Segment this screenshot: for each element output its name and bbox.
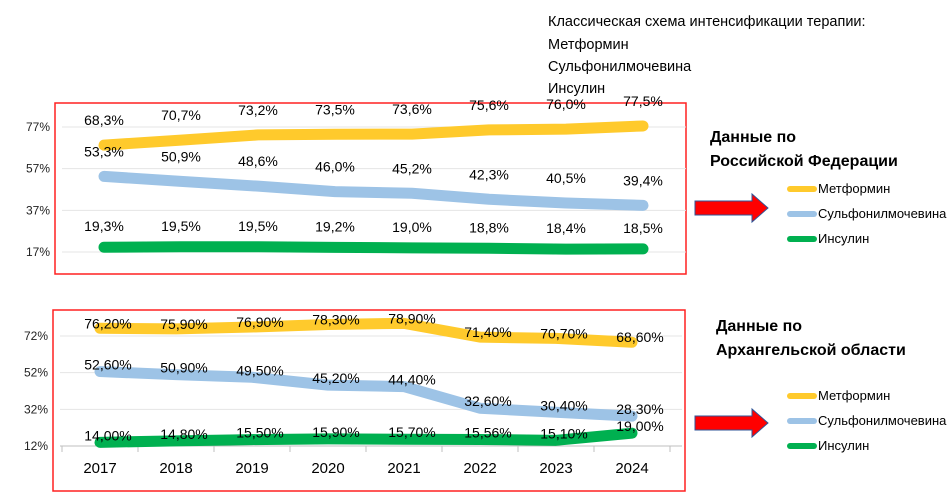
data-label: 15,56% bbox=[464, 424, 511, 440]
data-label: 53,3% bbox=[84, 143, 124, 159]
series-line-1 bbox=[94, 317, 638, 348]
data-label: 15,90% bbox=[312, 424, 359, 440]
data-label: 77,5% bbox=[623, 93, 663, 109]
data-label: 39,4% bbox=[623, 172, 663, 188]
data-label: 73,5% bbox=[315, 101, 355, 117]
x-tick-label: 2017 bbox=[83, 460, 116, 477]
data-label: 18,4% bbox=[546, 220, 586, 236]
legend-label: Инсулин bbox=[818, 231, 869, 246]
x-tick-label: 2020 bbox=[311, 460, 344, 477]
data-label: 75,6% bbox=[469, 97, 509, 113]
data-label: 14,00% bbox=[84, 427, 131, 443]
data-label: 19,00% bbox=[616, 418, 663, 434]
data-label: 14,80% bbox=[160, 426, 207, 442]
y-tick-label: 57% bbox=[26, 162, 50, 176]
series-line-3 bbox=[94, 427, 638, 448]
data-label: 73,2% bbox=[238, 102, 278, 118]
data-label: 19,5% bbox=[238, 218, 278, 234]
data-label: 15,50% bbox=[236, 425, 283, 441]
chart-2: 12% 32% 52% 72% 2017 2018 2019 2020 2021 2022 2023… bbox=[24, 309, 947, 492]
data-label: 18,8% bbox=[469, 219, 509, 235]
series-line-2 bbox=[94, 366, 638, 422]
y-tick-label: 37% bbox=[26, 203, 50, 217]
data-label: 76,20% bbox=[84, 315, 131, 331]
data-label: 50,9% bbox=[161, 148, 201, 164]
y-tick-label: 17% bbox=[26, 245, 50, 259]
y-tick-label: 12% bbox=[24, 439, 48, 453]
data-label: 19,3% bbox=[84, 218, 124, 234]
arrow-right-icon bbox=[694, 192, 769, 224]
data-label: 44,40% bbox=[388, 372, 435, 388]
data-label: 76,0% bbox=[546, 96, 586, 112]
chart-frame bbox=[54, 102, 687, 275]
data-label: 68,60% bbox=[616, 329, 663, 345]
data-label: 78,90% bbox=[388, 310, 435, 326]
chart-frame bbox=[52, 309, 686, 492]
series-line-2 bbox=[98, 170, 649, 211]
series-line-3 bbox=[98, 241, 649, 255]
data-label: 18,5% bbox=[623, 220, 663, 236]
data-label: 32,60% bbox=[464, 393, 511, 409]
chart-1: 17% 37% 57% 77% 68,3% 70,7% 73,2% 73,5% 73,6% 75,… bbox=[26, 93, 947, 275]
data-label: 15,10% bbox=[540, 425, 587, 441]
x-tick-label: 2024 bbox=[615, 460, 648, 477]
data-label: 19,0% bbox=[392, 219, 432, 235]
data-label: 78,30% bbox=[312, 311, 359, 327]
arrow-right-icon bbox=[694, 407, 769, 439]
data-label: 42,3% bbox=[469, 166, 509, 182]
data-label: 45,2% bbox=[392, 160, 432, 176]
data-label: 15,70% bbox=[388, 424, 435, 440]
data-label: 68,3% bbox=[84, 112, 124, 128]
y-tick-label: 77% bbox=[26, 120, 50, 134]
y-tick-label: 72% bbox=[24, 329, 48, 343]
data-label: 70,7% bbox=[161, 107, 201, 123]
data-label: 30,40% bbox=[540, 397, 587, 413]
data-label: 50,90% bbox=[160, 360, 207, 376]
data-label: 46,0% bbox=[315, 159, 355, 175]
data-label: 45,20% bbox=[312, 370, 359, 386]
header-item-sulfonylurea: Сульфонилмочевина bbox=[548, 59, 692, 75]
data-label: 40,5% bbox=[546, 170, 586, 186]
header-title: Классическая схема интенсификации терапи… bbox=[548, 14, 866, 30]
legend-label: Метформин bbox=[818, 181, 890, 196]
x-tick-label: 2021 bbox=[387, 460, 420, 477]
data-label: 28,30% bbox=[616, 401, 663, 417]
chart-title: Архангельской области bbox=[716, 342, 906, 359]
x-tick-label: 2019 bbox=[235, 460, 268, 477]
x-tick-label: 2018 bbox=[159, 460, 192, 477]
data-label: 73,6% bbox=[392, 101, 432, 117]
data-label: 19,2% bbox=[315, 218, 355, 234]
data-label: 70,70% bbox=[540, 325, 587, 341]
chart-title: Данные по bbox=[716, 318, 802, 335]
data-label: 71,40% bbox=[464, 324, 511, 340]
legend-label: Сульфонилмочевина bbox=[818, 413, 947, 428]
y-tick-label: 52% bbox=[24, 366, 48, 380]
series-line-1 bbox=[98, 120, 649, 151]
data-label: 49,50% bbox=[236, 362, 283, 378]
legend-label: Сульфонилмочевина bbox=[818, 206, 947, 221]
data-label: 52,60% bbox=[84, 357, 131, 373]
data-label: 76,90% bbox=[236, 314, 283, 330]
header-block: Классическая схема интенсификации терапи… bbox=[548, 14, 866, 97]
y-tick-label: 32% bbox=[24, 402, 48, 416]
chart-title: Данные по bbox=[710, 129, 796, 146]
data-label: 75,90% bbox=[160, 316, 207, 332]
legend-label: Метформин bbox=[818, 388, 890, 403]
x-tick-label: 2022 bbox=[463, 460, 496, 477]
data-label: 48,6% bbox=[238, 153, 278, 169]
header-item-insulin: Инсулин bbox=[548, 81, 605, 97]
data-label: 19,5% bbox=[161, 218, 201, 234]
x-tick-label: 2023 bbox=[539, 460, 572, 477]
legend-label: Инсулин bbox=[818, 438, 869, 453]
chart-title: Российской Федерации bbox=[710, 153, 898, 170]
header-item-metformin: Метформин bbox=[548, 37, 629, 53]
